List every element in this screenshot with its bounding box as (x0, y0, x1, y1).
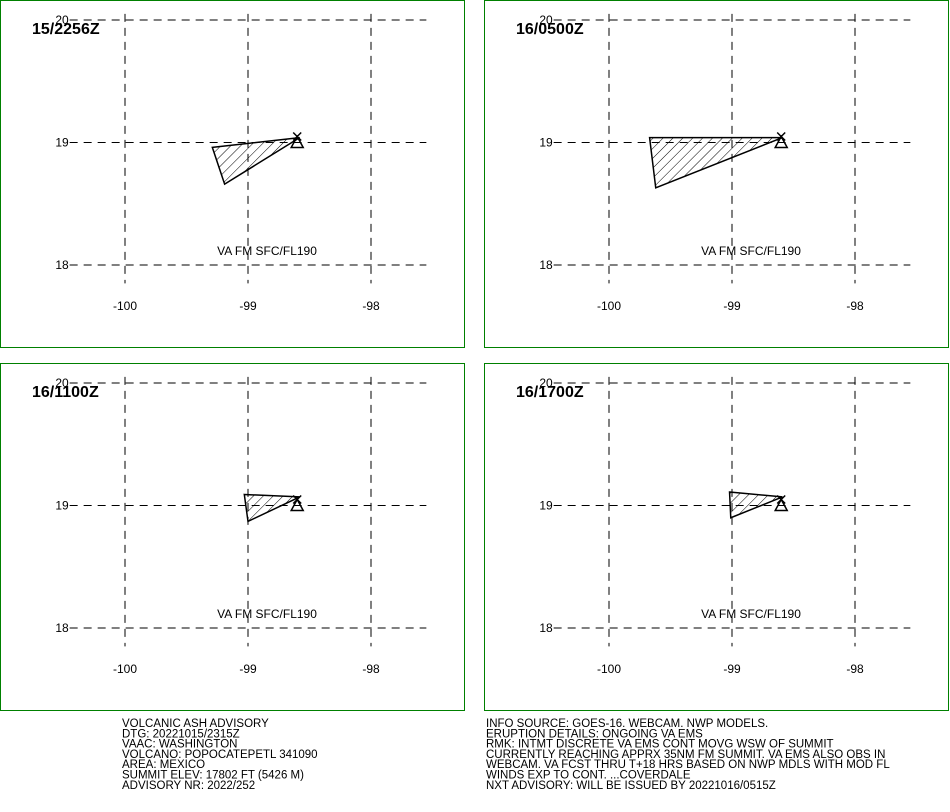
advisory-line: RMK: INTMT DISCRETE VA EMS CONT MOVG WSW… (486, 739, 834, 751)
longitude-label: -100 (597, 662, 621, 676)
advisory-line: AREA: MEXICO (122, 759, 205, 771)
volcano-symbol (773, 497, 789, 512)
volcano-symbol (292, 131, 302, 142)
volcano-symbol (289, 497, 305, 512)
latitude-label: 20 (55, 376, 69, 390)
ash-layer-label: VA FM SFC/FL190 (217, 607, 317, 621)
ash-layer-label: VA FM SFC/FL190 (217, 244, 317, 258)
ash-cloud (243, 493, 300, 523)
valid-time: 16/1100Z (32, 384, 99, 401)
advisory-line: INFO SOURCE: GOES-16. WEBCAM. NWP MODELS… (486, 718, 768, 730)
advisory-line: VAAC: WASHINGTON (122, 739, 237, 751)
advisory-line: NXT ADVISORY: WILL BE ISSUED BY 20221016… (486, 780, 776, 792)
latitude-label: 18 (539, 621, 553, 635)
longitude-label: -98 (846, 299, 864, 313)
advisory-line: VOLCANO: POPOCATEPETL 341090 (122, 749, 318, 761)
ash-cloud (648, 136, 783, 189)
panel-border (0, 0, 465, 348)
volcano-symbol (773, 134, 789, 149)
advisory-line: ERUPTION DETAILS: ONGOING VA EMS (486, 728, 703, 740)
advisory-line: VOLCANIC ASH ADVISORY (122, 718, 269, 730)
advisory-line: ADVISORY NR: 2022/252 (122, 780, 255, 792)
ash-layer-label: VA FM SFC/FL190 (701, 244, 801, 258)
longitude-label: -98 (846, 662, 864, 676)
longitude-label: -100 (113, 662, 137, 676)
longitude-label: -99 (723, 299, 741, 313)
latitude-label: 18 (539, 258, 553, 272)
longitude-label: -99 (239, 662, 257, 676)
ash-cloud (211, 136, 301, 186)
volcano-symbol (292, 494, 302, 505)
ash-cloud (728, 491, 783, 519)
advisory-line: CURRENTLY REACHING APPRX 35NM FM SUMMIT.… (486, 749, 885, 761)
advisory-line: WINDS EXP TO CONT. ...COVERDALE (486, 770, 691, 782)
valid-time: 16/1700Z (516, 384, 584, 401)
ash-layer-label: VA FM SFC/FL190 (701, 607, 801, 621)
advisory-line: SUMMIT ELEV: 17802 FT (5426 M) (122, 770, 304, 782)
longitude-label: -99 (239, 299, 257, 313)
latitude-label: 20 (539, 376, 553, 390)
latitude-label: 19 (539, 136, 553, 150)
panel-border (484, 0, 949, 348)
advisory-line: DTG: 20221015/2315Z (122, 728, 240, 740)
valid-time: 15/2256Z (32, 21, 100, 38)
panel-border (484, 363, 949, 711)
longitude-label: -98 (362, 299, 380, 313)
volcano-symbol (776, 131, 786, 142)
latitude-label: 19 (55, 136, 69, 150)
advisory-line: WEBCAM. VA FCST THRU T+18 HRS BASED ON N… (486, 759, 890, 771)
volcano-symbol (289, 134, 305, 149)
longitude-label: -100 (113, 299, 137, 313)
latitude-label: 20 (55, 13, 69, 27)
valid-time: 16/0500Z (516, 21, 584, 38)
volcano-symbol (776, 494, 786, 505)
longitude-label: -98 (362, 662, 380, 676)
panel-border (0, 363, 465, 711)
latitude-label: 20 (539, 13, 553, 27)
latitude-label: 19 (55, 499, 69, 513)
latitude-label: 18 (55, 258, 69, 272)
latitude-label: 19 (539, 499, 553, 513)
latitude-label: 18 (55, 621, 69, 635)
longitude-label: -100 (597, 299, 621, 313)
longitude-label: -99 (723, 662, 741, 676)
